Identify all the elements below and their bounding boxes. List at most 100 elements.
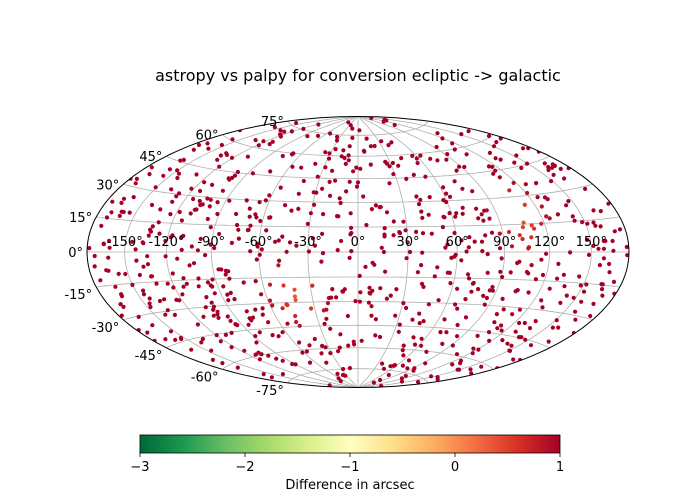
colorbar-label: Difference in arcsec [285, 478, 414, 493]
data-point [533, 277, 539, 282]
data-point [591, 208, 596, 213]
data-point [170, 233, 175, 238]
data-point [223, 272, 228, 277]
data-point [347, 255, 352, 260]
latitude-tick-label: 0° [68, 246, 83, 261]
data-point [455, 334, 460, 339]
data-point [500, 296, 505, 301]
data-point [228, 290, 233, 295]
data-point [379, 245, 384, 250]
data-point [428, 156, 433, 161]
data-point [205, 216, 210, 222]
data-point [145, 254, 150, 259]
data-point [470, 189, 475, 194]
data-point [369, 304, 374, 309]
data-point [523, 182, 528, 187]
data-point [600, 293, 605, 298]
data-point [396, 329, 401, 334]
data-point [423, 361, 428, 366]
data-point [384, 210, 390, 215]
data-point [363, 264, 368, 269]
data-point [384, 161, 390, 166]
data-point [195, 248, 200, 253]
latitude-tick-label: -60° [191, 370, 219, 385]
data-point [270, 139, 275, 144]
data-point [141, 264, 146, 269]
data-point [113, 284, 118, 289]
data-point [371, 380, 376, 385]
data-point [172, 312, 177, 317]
parallel-line [123, 183, 593, 203]
data-point [194, 172, 199, 177]
data-point [556, 261, 561, 266]
data-point [357, 273, 362, 278]
data-point [177, 191, 182, 196]
data-point [471, 346, 476, 351]
data-point [268, 169, 273, 174]
data-point [432, 274, 437, 279]
data-point [411, 335, 416, 340]
data-point [450, 141, 455, 146]
longitude-tick-labels: -150° -120° -90° -60° -30° 0° 30° 60° 90° 120° 150… [107, 235, 607, 250]
data-point [179, 218, 184, 223]
data-point [324, 307, 329, 312]
data-point [349, 249, 354, 254]
data-point [586, 252, 592, 257]
data-point [157, 298, 163, 304]
data-point [494, 312, 499, 317]
data-point [562, 284, 567, 289]
data-point [284, 249, 289, 254]
data-point [253, 279, 258, 284]
data-point [476, 216, 481, 221]
data-point [209, 348, 214, 353]
data-point [350, 135, 355, 140]
data-point [321, 212, 326, 217]
data-point [228, 318, 233, 323]
data-point [479, 212, 484, 217]
data-point [253, 334, 258, 339]
data-point [131, 195, 136, 200]
data-point [405, 240, 410, 245]
data-point [136, 314, 141, 319]
data-point [523, 337, 528, 342]
longitude-tick-label: 60° [446, 235, 469, 250]
data-point [341, 148, 346, 153]
data-point [196, 276, 201, 281]
data-point [263, 198, 268, 203]
data-point [216, 315, 221, 320]
data-point [215, 211, 220, 217]
data-point [347, 144, 352, 149]
data-point [184, 281, 189, 286]
data-point [529, 223, 534, 228]
data-point [394, 287, 399, 292]
data-point [386, 143, 391, 148]
data-point [203, 253, 208, 258]
data-point [134, 176, 139, 181]
data-point [272, 125, 277, 130]
data-point [466, 129, 471, 134]
data-point [468, 367, 473, 372]
data-point [264, 228, 269, 233]
data-point [248, 249, 253, 254]
data-point [312, 336, 317, 342]
data-point [381, 249, 386, 255]
data-point [277, 258, 282, 263]
data-point [599, 287, 605, 292]
data-point [572, 218, 577, 223]
data-point [459, 132, 464, 137]
data-point [204, 295, 209, 300]
data-point [280, 234, 285, 239]
data-point [104, 215, 110, 220]
data-point [444, 199, 449, 205]
data-point [448, 281, 453, 286]
data-point [320, 343, 325, 348]
data-point [497, 246, 503, 251]
data-point [235, 169, 240, 175]
data-point [490, 288, 495, 293]
data-point [564, 293, 569, 298]
data-point [107, 238, 112, 243]
data-point [147, 301, 152, 306]
data-point [349, 225, 354, 230]
data-point [577, 274, 582, 279]
data-point [419, 343, 424, 348]
